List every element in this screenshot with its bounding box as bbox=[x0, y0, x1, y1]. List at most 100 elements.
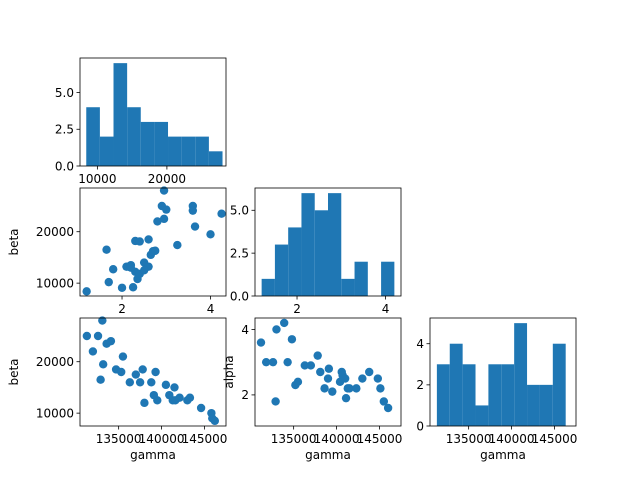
scatter-point bbox=[117, 283, 127, 292]
histogram-bar bbox=[341, 278, 355, 296]
histogram-bar bbox=[475, 405, 489, 426]
scatter-point bbox=[151, 246, 160, 255]
y-tick-label: 5.0 bbox=[230, 204, 249, 218]
panel-scatter-alpha-beta: 2 4 10000 20000 beta bbox=[7, 186, 227, 316]
y-tick-label: 20000 bbox=[36, 225, 74, 239]
histogram-bar bbox=[140, 121, 155, 166]
scatter-point bbox=[117, 367, 126, 377]
y-tick-label: 0.0 bbox=[55, 159, 74, 173]
y-tick-label: 10000 bbox=[36, 406, 74, 420]
scatter-point bbox=[283, 357, 292, 367]
scatter-point bbox=[161, 380, 171, 390]
scatter-point bbox=[190, 222, 200, 231]
scatter-point bbox=[147, 378, 156, 387]
scatter-point bbox=[140, 398, 149, 408]
y-tick-label: 5.0 bbox=[55, 86, 74, 100]
scatter-point bbox=[320, 384, 329, 393]
scatter-point bbox=[144, 235, 153, 244]
scatter-point bbox=[313, 351, 322, 360]
scatter-point bbox=[96, 375, 105, 384]
x-tick-label: 145000 bbox=[532, 432, 578, 446]
histogram-bar bbox=[436, 364, 450, 426]
x-tick-label: 2 bbox=[293, 302, 301, 316]
y-tick-label: 2.5 bbox=[230, 246, 249, 260]
histogram-bar bbox=[539, 384, 553, 426]
scatter-point bbox=[293, 377, 303, 387]
scatter-point bbox=[306, 361, 316, 370]
scatter-point bbox=[104, 277, 113, 287]
scatter-point bbox=[153, 217, 162, 226]
histogram-bar bbox=[113, 63, 128, 167]
x-tick-label: 10000 bbox=[78, 172, 116, 186]
axes-frame bbox=[254, 187, 402, 297]
scatter-point bbox=[173, 240, 182, 250]
scatter-point bbox=[261, 357, 271, 367]
histogram-bar bbox=[449, 343, 463, 426]
y-tick-label: 20000 bbox=[36, 355, 74, 369]
scatter-point bbox=[93, 331, 103, 341]
panel-hist-beta: 10000 20000 0.0 2.5 5.0 bbox=[55, 57, 227, 186]
scatter-point bbox=[373, 374, 383, 383]
histogram-bar bbox=[381, 261, 395, 296]
x-tick-label: 2 bbox=[118, 302, 126, 316]
scatter-point bbox=[131, 370, 141, 379]
histogram-bar bbox=[168, 136, 182, 166]
axes-frame bbox=[79, 187, 227, 297]
histogram-bar bbox=[301, 193, 315, 296]
x-tick-label: 145000 bbox=[357, 432, 403, 446]
y-axis-label: beta bbox=[7, 228, 21, 255]
scatter-point bbox=[98, 316, 107, 325]
scatter-point bbox=[217, 209, 226, 218]
scatter-point bbox=[341, 393, 351, 403]
histogram-bar bbox=[208, 151, 223, 166]
scatter-point bbox=[210, 416, 220, 426]
scatter-point bbox=[256, 338, 266, 347]
y-tick-label: 2 bbox=[416, 378, 424, 392]
x-tick-label: 145000 bbox=[182, 432, 228, 446]
scatter-point bbox=[82, 287, 91, 296]
histogram-bar bbox=[127, 107, 141, 166]
scatter-point bbox=[98, 360, 108, 369]
histogram-bar bbox=[288, 227, 302, 296]
y-tick-label: 0 bbox=[416, 419, 424, 433]
x-axis-label: gamma bbox=[130, 448, 176, 462]
histogram-bar bbox=[274, 244, 289, 296]
scatter-point bbox=[345, 384, 354, 393]
y-axis-label: alpha bbox=[222, 355, 236, 388]
axes-frame bbox=[254, 317, 402, 427]
scatter-point bbox=[324, 364, 334, 373]
histogram-bar bbox=[514, 323, 528, 426]
y-tick-label: 4 bbox=[241, 323, 249, 337]
histogram-bar bbox=[261, 278, 275, 296]
x-tick-label: 4 bbox=[382, 302, 390, 316]
x-axis-label: gamma bbox=[480, 448, 526, 462]
scatter-point bbox=[125, 378, 135, 387]
scatter-point bbox=[358, 374, 367, 383]
scatter-point bbox=[139, 266, 149, 275]
histogram-bar bbox=[552, 343, 566, 426]
scatter-point bbox=[82, 331, 92, 341]
x-tick-label: 140000 bbox=[139, 432, 185, 446]
scatter-point bbox=[271, 397, 280, 406]
scatter-point bbox=[175, 393, 184, 402]
histogram-bar bbox=[527, 384, 540, 426]
scatter-point bbox=[316, 367, 325, 377]
x-tick-label: 20000 bbox=[148, 172, 186, 186]
scatter-point bbox=[185, 393, 195, 402]
histogram-bar bbox=[86, 107, 100, 166]
scatter-point bbox=[328, 387, 337, 396]
scatter-point bbox=[118, 352, 128, 361]
scatter-point bbox=[206, 230, 215, 239]
x-tick-label: 140000 bbox=[489, 432, 535, 446]
scatter-point bbox=[383, 403, 393, 413]
histogram-bar bbox=[328, 193, 342, 296]
x-tick-label: 135000 bbox=[271, 432, 317, 446]
axes-frame bbox=[429, 317, 577, 427]
scatter-point bbox=[135, 237, 144, 246]
axes-frame bbox=[79, 57, 227, 167]
y-tick-label: 10000 bbox=[36, 276, 74, 290]
histogram-bar bbox=[488, 364, 502, 426]
